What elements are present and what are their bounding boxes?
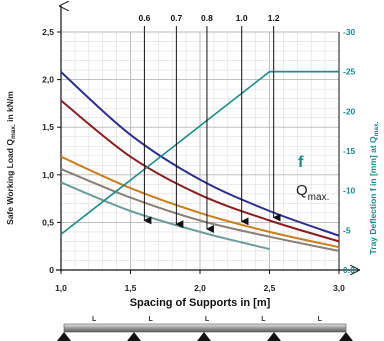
load-arrow-label: 1.2 bbox=[268, 13, 280, 23]
y-tick-labels: 0 0,5 1,0 1,5 2,0 2,5 bbox=[42, 27, 61, 275]
span-label: L bbox=[205, 316, 210, 323]
span-label: L bbox=[92, 316, 97, 323]
x-tick-label: 2,0 bbox=[194, 283, 206, 293]
y-axis-title: Safe Working Load Qmax. in kN/m bbox=[5, 91, 17, 225]
load-curve-0-8 bbox=[60, 155, 340, 249]
load-arrow-label: 0.6 bbox=[138, 13, 150, 23]
support-triangle bbox=[339, 332, 353, 341]
load-curve-0-7 bbox=[60, 168, 340, 252]
support-triangle bbox=[197, 332, 211, 341]
y-tick-label: 1,0 bbox=[42, 170, 54, 180]
span-label: L bbox=[148, 316, 153, 323]
y2-tick-label: -25 bbox=[343, 67, 356, 77]
deflection-line bbox=[60, 70, 339, 235]
support-triangle bbox=[127, 332, 141, 341]
y2-tick-label: -20 bbox=[343, 106, 356, 116]
y2-tick-label: 0.0 bbox=[343, 265, 355, 275]
load-curves bbox=[60, 71, 340, 252]
y-tick-label: 1,5 bbox=[42, 122, 54, 132]
support-triangle bbox=[267, 332, 281, 341]
y-tick-label: 0,5 bbox=[42, 217, 54, 227]
load-arrow-label: 0.7 bbox=[170, 13, 182, 23]
x-tick-label: 1,5 bbox=[125, 283, 137, 293]
y2-tick-label: -5 bbox=[343, 225, 351, 235]
y2-tick-labels: 0.0 -5 -10 -15 -20 -25 -30 bbox=[343, 27, 356, 275]
grid bbox=[61, 31, 339, 270]
deflection-series-label: f bbox=[298, 154, 304, 171]
beam bbox=[63, 323, 347, 333]
load-curve-1-2 bbox=[60, 71, 340, 237]
x-tick-label: 1,0 bbox=[55, 283, 67, 293]
y-tick-label: 0 bbox=[49, 265, 54, 275]
span-label: L bbox=[318, 316, 323, 323]
y2-axis-title: Tray Deflection f in [mm] at Qmax. bbox=[368, 121, 380, 254]
deflection-polyline bbox=[60, 70, 339, 235]
load-arrow-label: 1.0 bbox=[236, 13, 248, 23]
x-tick-labels: 1,0 1,5 2,0 2,5 3,0 bbox=[55, 270, 345, 293]
load-arrows: 0.6 0.7 0.8 1.0 1.2 bbox=[138, 13, 281, 233]
y-tick-label: 2,0 bbox=[42, 75, 54, 85]
load-series-label: Qmax. bbox=[296, 182, 329, 203]
x-axis-title: Spacing of Supports in [m] bbox=[130, 297, 271, 309]
y2-tick-label: -30 bbox=[343, 27, 356, 37]
x-tick-label: 3,0 bbox=[333, 283, 345, 293]
load-curve-1-0 bbox=[60, 99, 340, 243]
y-tick-label: 2,5 bbox=[42, 27, 54, 37]
support-triangle bbox=[57, 332, 71, 341]
span-label: L bbox=[261, 316, 266, 323]
load-arrow-label: 0.8 bbox=[201, 13, 213, 23]
x-tick-label: 2,5 bbox=[264, 283, 276, 293]
supports bbox=[57, 332, 353, 341]
y2-tick-label: -15 bbox=[343, 146, 356, 156]
y2-tick-label: -10 bbox=[343, 186, 356, 196]
